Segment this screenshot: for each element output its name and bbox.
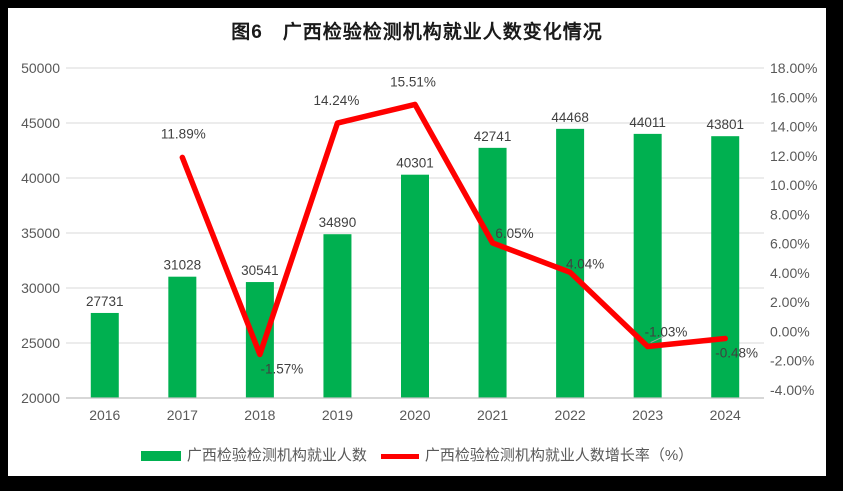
- right-axis-tick-label: 16.00%: [770, 89, 817, 105]
- x-axis-tick-label: 2022: [555, 407, 586, 423]
- bar-series-legend-label: 广西检验检测机构就业人数: [186, 447, 367, 464]
- bar-2016: [90, 312, 119, 398]
- x-axis-tick-label: 2016: [89, 407, 120, 423]
- right-axis-tick-label: 8.00%: [770, 206, 810, 222]
- growth-rate-value-label: 6.05%: [495, 226, 533, 241]
- bar-2022: [556, 128, 585, 398]
- bar-2020: [401, 174, 429, 398]
- bar-value-label: 40301: [396, 156, 434, 171]
- left-axis-tick-label: 20000: [21, 390, 60, 406]
- right-axis-tick-label: 2.00%: [770, 294, 810, 310]
- bar-value-label: 34890: [319, 215, 357, 230]
- right-axis-tick-label: 4.00%: [770, 265, 810, 281]
- bar-2018: [245, 282, 274, 398]
- line-series-legend-label: 广西检验检测机构就业人数增长率（%）: [424, 447, 694, 464]
- bar-2021: [478, 147, 507, 398]
- right-axis-tick-label: -2.00%: [770, 353, 814, 369]
- right-axis-tick-label: 0.00%: [770, 323, 810, 339]
- chart-legend: 广西检验检测机构就业人数 广西检验检测机构就业人数增长率（%）: [8, 447, 826, 465]
- left-axis-tick-label: 45000: [21, 115, 60, 131]
- bar-value-label: 30541: [241, 263, 279, 278]
- x-axis-tick-label: 2019: [322, 407, 353, 423]
- growth-rate-value-label: 4.04%: [566, 256, 604, 271]
- right-axis-tick-label: 10.00%: [770, 177, 817, 193]
- bar-2023: [633, 133, 662, 398]
- chart-title: 图6 广西检验检测机构就业人数变化情况: [231, 22, 603, 43]
- left-axis-tick-label: 50000: [21, 60, 60, 76]
- combo-chart: 27731 31028 30541 34890 40301 42741 44468 44011…: [21, 60, 817, 423]
- growth-rate-value-label: -1.03%: [645, 325, 688, 340]
- right-axis-tick-label: 6.00%: [770, 236, 810, 252]
- right-axis-tick-label: 14.00%: [770, 119, 817, 135]
- x-axis-tick-label: 2021: [477, 407, 508, 423]
- bar-value-label: 31028: [164, 258, 202, 273]
- left-axis-tick-label: 40000: [21, 170, 60, 186]
- x-axis-tick-label: 2023: [632, 407, 663, 423]
- bar-value-label: 44468: [551, 110, 589, 125]
- x-axis-tick-label: 2024: [710, 407, 741, 423]
- growth-rate-value-label: 15.51%: [390, 74, 436, 89]
- line-series-swatch-icon: [380, 453, 419, 459]
- chart-canvas: 图6 广西检验检测机构就业人数变化情况 27731 31028 30541 34890…: [8, 8, 826, 476]
- left-axis-tick-label: 30000: [21, 280, 60, 296]
- growth-rate-line: [179, 101, 728, 358]
- bar-2024: [711, 136, 740, 398]
- label-leader-line: [650, 335, 666, 343]
- bar-2017: [168, 276, 197, 398]
- x-axis-tick-label: 2017: [167, 407, 198, 423]
- growth-rate-value-label: -0.48%: [715, 345, 758, 360]
- bar-2019: [323, 234, 352, 398]
- growth-rate-value-label: 11.89%: [161, 126, 206, 141]
- right-axis-tick-label: -4.00%: [770, 382, 814, 398]
- bar-value-label: 43801: [706, 117, 744, 132]
- bar-series-swatch-icon: [140, 451, 181, 461]
- bar-value-label: 27731: [86, 294, 124, 309]
- left-axis-tick-label: 25000: [21, 335, 60, 351]
- growth-rate-value-label: -1.57%: [260, 361, 303, 376]
- right-axis-tick-label: 18.00%: [770, 60, 817, 76]
- x-axis-tick-label: 2020: [399, 407, 430, 423]
- bar-value-label: 42741: [474, 129, 512, 144]
- growth-rate-value-label: 14.24%: [314, 93, 360, 108]
- right-axis-tick-label: 12.00%: [770, 148, 817, 164]
- left-axis-tick-label: 35000: [21, 225, 60, 241]
- bar-value-label: 44011: [629, 115, 666, 130]
- x-axis-tick-label: 2018: [244, 407, 275, 423]
